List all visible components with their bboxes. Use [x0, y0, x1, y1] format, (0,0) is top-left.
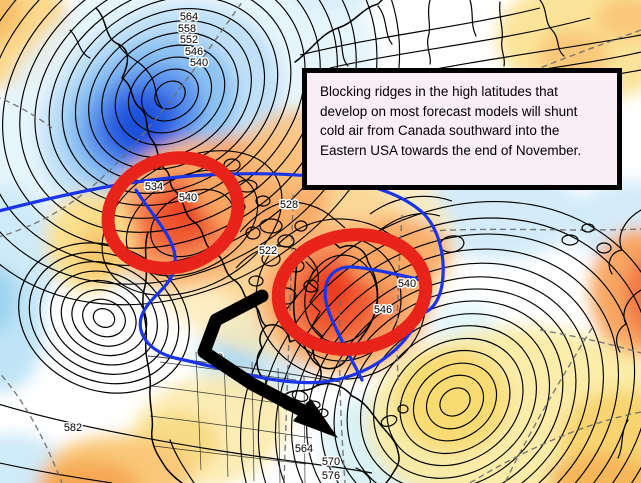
cold-air-arrow	[197, 289, 338, 438]
cold-air-arrowhead-icon	[293, 399, 338, 438]
contour-label: 534	[145, 181, 163, 193]
contour-label: 546	[374, 304, 392, 316]
contour-label: 522	[259, 245, 277, 257]
contour-label: 570	[322, 456, 340, 468]
arctic-islands	[223, 158, 319, 305]
contour-label: 552	[180, 34, 198, 46]
contour-label: 576	[322, 470, 340, 482]
contour-label: 582	[64, 422, 82, 434]
contour-label: 528	[280, 199, 298, 211]
contour-label: 564	[295, 443, 313, 455]
contour-label: 540	[179, 192, 197, 204]
highlight-circles	[101, 151, 433, 356]
annotation-box: Blocking ridges in the high latitudes th…	[302, 68, 622, 190]
blocking-ridge-circle-west	[101, 151, 245, 275]
contour-label: 546	[185, 46, 203, 58]
contour-label: 540	[398, 278, 416, 290]
contour-labels: 564 558 552 546 540 534 540 528 522 540 …	[62, 10, 417, 483]
cold-air-arrow-shaft	[197, 289, 312, 419]
contour-label: 540	[190, 57, 208, 69]
contour-label: 564	[180, 11, 198, 23]
annotation-text: Blocking ridges in the high latitudes th…	[320, 84, 582, 158]
blocking-ridge-circle-greenland	[271, 228, 433, 356]
contour-label: 558	[178, 23, 196, 35]
